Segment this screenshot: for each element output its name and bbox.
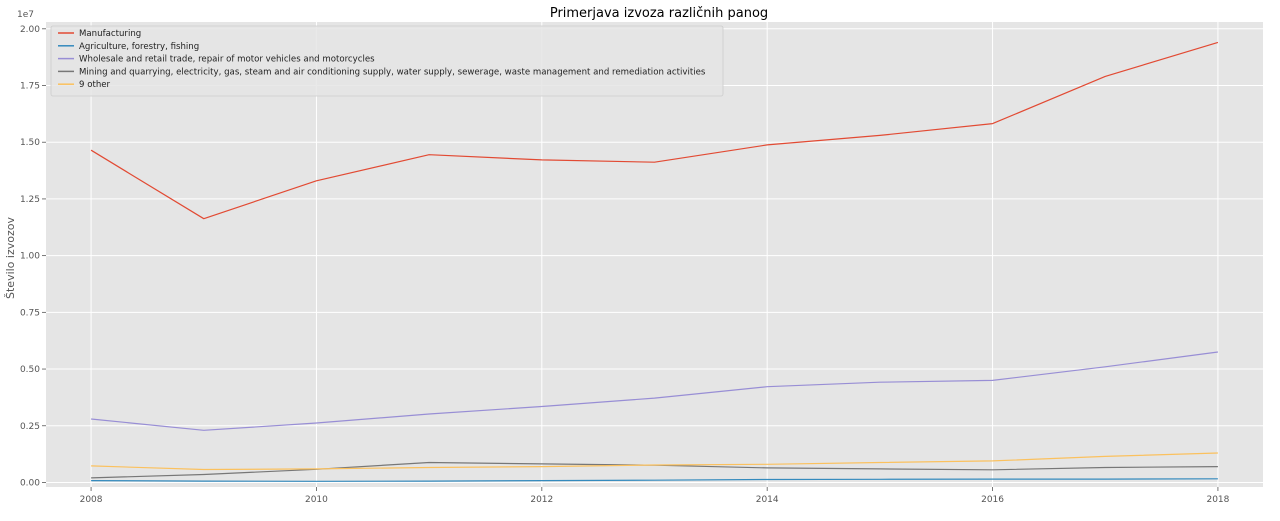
x-tick-label: 2016 <box>981 495 1004 505</box>
legend-entry: Manufacturing <box>79 29 141 39</box>
series-line-2 <box>91 351 1218 431</box>
y-axis-label: Število izvozov <box>4 217 17 299</box>
legend-entry: Wholesale and retail trade, repair of mo… <box>79 55 375 65</box>
series-line-4 <box>91 452 1218 471</box>
y-tick-label: 1.75 <box>20 82 40 92</box>
legend-box <box>50 25 724 97</box>
y-tick-label: 1.25 <box>20 195 40 205</box>
x-tick-label: 2014 <box>756 495 779 505</box>
y-tick-label: 2.00 <box>20 25 40 35</box>
y-scale-label: 1e7 <box>17 10 34 20</box>
chart-title: Primerjava izvoza različnih panog <box>550 6 768 21</box>
series-line-0 <box>90 41 1219 220</box>
legend-entry: Agriculture, forestry, fishing <box>79 42 199 52</box>
y-tick-label: 0.25 <box>20 422 40 432</box>
y-tick-label: 0.50 <box>20 365 40 375</box>
legend-entry: 9 other <box>79 80 111 90</box>
y-tick-label: 1.50 <box>20 138 40 148</box>
x-tick-label: 2008 <box>80 495 103 505</box>
series-line-1 <box>91 478 1218 482</box>
legend-entry: Mining and quarrying, electricity, gas, … <box>79 67 706 77</box>
y-tick-label: 0.75 <box>20 308 40 318</box>
x-tick-label: 2018 <box>1206 495 1229 505</box>
y-tick-label: 1.00 <box>20 252 40 262</box>
y-tick-label: 0.00 <box>20 478 40 488</box>
x-tick-label: 2010 <box>305 495 328 505</box>
x-tick-label: 2012 <box>530 495 553 505</box>
legend: Manufacturing Agriculture, forestry, fish… <box>50 25 724 97</box>
plot-area <box>46 22 1263 487</box>
